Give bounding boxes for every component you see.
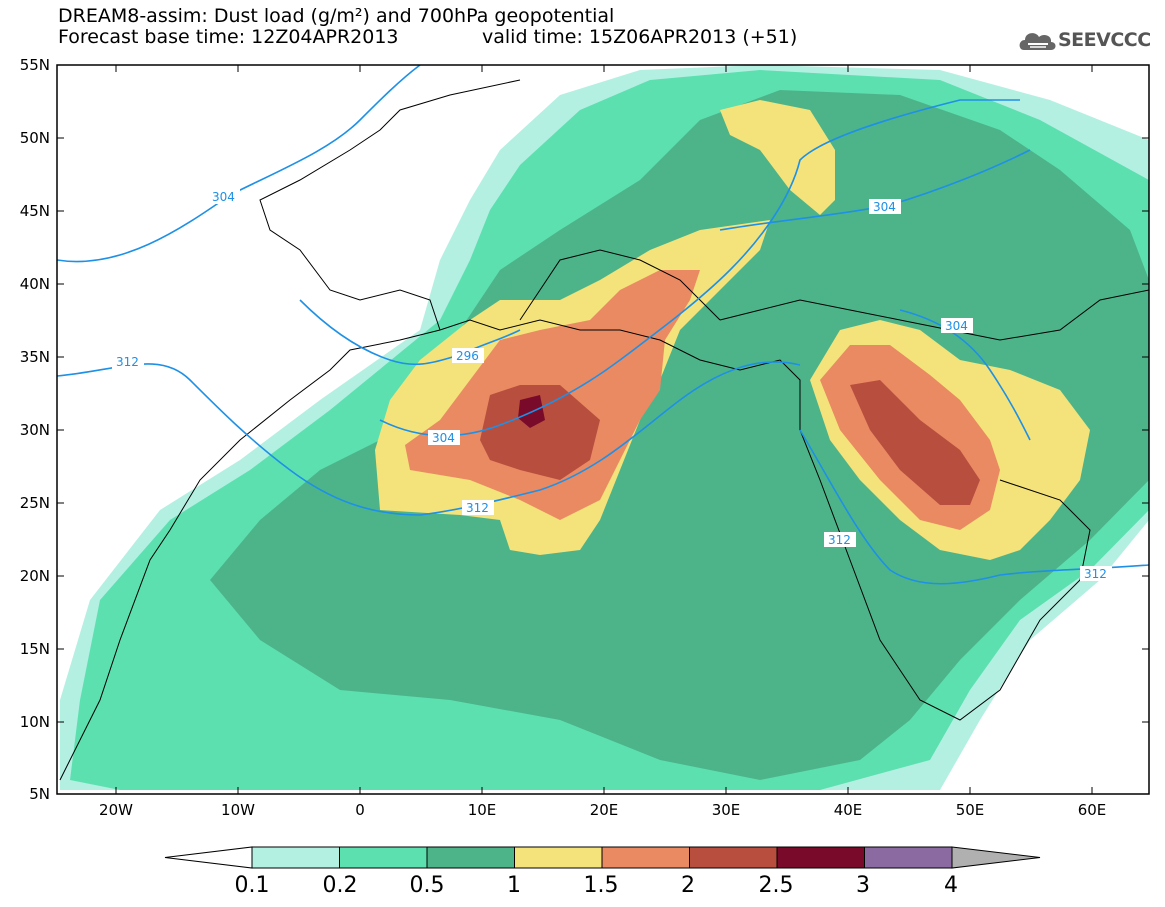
dust-band-2-north-africa (480, 385, 600, 480)
colorbar-bin (514, 846, 603, 869)
cloud-logo-icon (1019, 33, 1056, 50)
colorbar-bin (776, 846, 865, 869)
colorbar-tick-label: 0.1 (234, 873, 270, 898)
colorbar-tick-label: 4 (944, 873, 958, 898)
seevccc-logo-text: SEEVCCC (1058, 29, 1151, 51)
lon-label: 10W (221, 801, 255, 819)
colorbar-tick-label: 0.2 (322, 873, 358, 898)
lat-label: 30N (20, 421, 50, 439)
colorbar-tick-label: 3 (856, 873, 870, 898)
colorbar-bin (601, 846, 690, 869)
contour-label: 304 (432, 431, 455, 445)
contour-label: 304 (212, 190, 235, 204)
lat-label: 20N (20, 567, 50, 585)
colorbar-tick-label: 2 (681, 873, 695, 898)
contour-label: 304 (945, 319, 968, 333)
forecast-base-time: Forecast base time: 12Z04APR2013 (58, 26, 399, 48)
lat-label: 25N (20, 494, 50, 512)
colorbar (164, 846, 1041, 869)
lat-label: 5N (29, 785, 50, 803)
lat-label: 50N (20, 129, 50, 147)
lat-label: 55N (20, 56, 50, 74)
longitude-labels: 20W 10W 0 10E 20E 30E 40E 50E 60E (99, 801, 1106, 819)
contour-label: 304 (873, 200, 896, 214)
colorbar-bin (339, 846, 428, 869)
colorbar-tick-label: 1.5 (583, 873, 619, 898)
lat-label: 15N (20, 640, 50, 658)
dust-band-1-north (720, 100, 835, 215)
colorbar-tick-label: 2.5 (758, 873, 794, 898)
contour-labels: 304 304 312 296 304 304 312 312 312 (112, 189, 1112, 581)
lon-label: 50E (956, 801, 985, 819)
map-title: DREAM8-assim: Dust load (g/m²) and 700hP… (58, 5, 615, 27)
dust-band-0.5 (210, 90, 1149, 780)
colorbar-bin (864, 846, 953, 869)
colorbar-tick-label: 0.5 (409, 873, 445, 898)
contour-label: 312 (828, 533, 851, 547)
lon-label: 60E (1078, 801, 1107, 819)
dust-band-2-arabia (850, 380, 980, 505)
colorbar-bin (426, 846, 515, 869)
lat-label: 35N (20, 348, 50, 366)
lon-label: 10E (468, 801, 497, 819)
colorbar-bin (251, 846, 340, 869)
latitude-axis (57, 64, 1149, 795)
coastlines (59, 79, 1149, 781)
lat-label: 45N (20, 202, 50, 220)
lon-label: 0 (355, 801, 365, 819)
contour-label: 312 (1084, 567, 1107, 581)
latitude-labels: 55N 50N 45N 40N 35N 30N 25N 20N 15N 10N … (20, 56, 50, 803)
contour-label: 312 (116, 355, 139, 369)
lat-label: 10N (20, 713, 50, 731)
colorbar-below-min (164, 846, 253, 869)
lon-label: 30E (712, 801, 741, 819)
valid-time: valid time: 15Z06APR2013 (+51) (482, 26, 798, 48)
lat-label: 40N (20, 275, 50, 293)
colorbar-tick-label: 1 (507, 873, 521, 898)
lon-label: 20E (590, 801, 619, 819)
contour-label: 312 (466, 501, 489, 515)
colorbar-above-max (951, 846, 1041, 869)
lon-label: 40E (834, 801, 863, 819)
lon-label: 20W (99, 801, 133, 819)
contour-label: 296 (456, 349, 479, 363)
longitude-axis (115, 65, 1093, 794)
colorbar-bin (689, 846, 778, 869)
